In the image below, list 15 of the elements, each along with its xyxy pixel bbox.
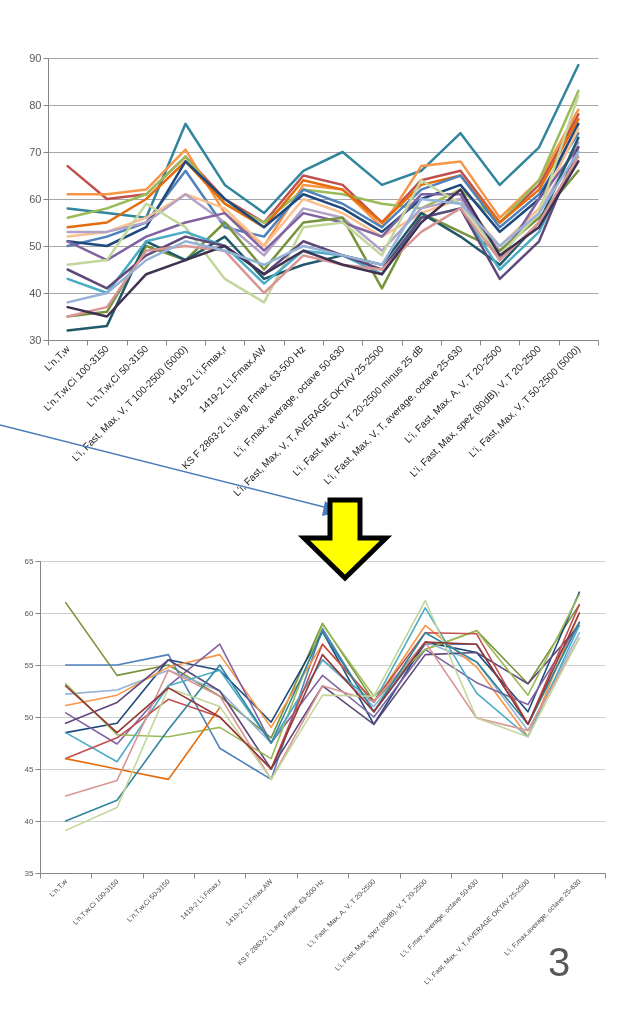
y-tick-label: 55 — [24, 660, 35, 670]
text: 3 — [548, 940, 571, 985]
y-tick-label: 65 — [24, 556, 35, 566]
y-tick-label: 60 — [29, 192, 42, 205]
y-tick-label: 90 — [29, 51, 42, 64]
y-tick-label: 80 — [29, 98, 42, 111]
y-tick-label: 40 — [24, 816, 35, 826]
y-tick-label: 70 — [29, 145, 42, 158]
y-tick-label: 40 — [29, 286, 42, 299]
y-tick-label: 50 — [24, 712, 35, 722]
y-tick-label: 45 — [24, 764, 35, 774]
y-tick-label: 50 — [29, 239, 42, 252]
y-tick-label: 35 — [24, 868, 35, 878]
y-tick-label: 60 — [24, 608, 35, 618]
y-tick-label: 30 — [29, 333, 42, 346]
